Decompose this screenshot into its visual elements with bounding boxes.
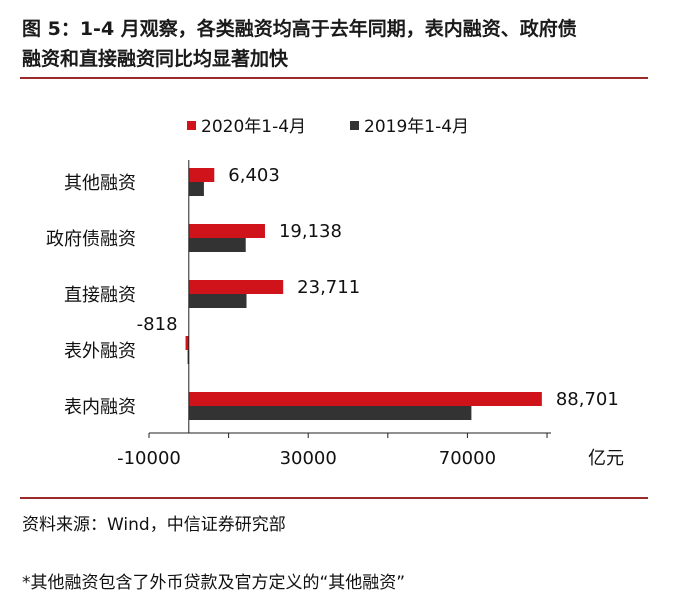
legend-swatch-0 — [187, 121, 196, 130]
bar-1-2 — [188, 294, 247, 308]
legend-swatch-1 — [350, 121, 359, 130]
data-label-4: 88,701 — [556, 389, 619, 410]
category-label-4: 表内融资 — [64, 397, 136, 418]
category-label-0: 其他融资 — [64, 173, 136, 194]
bar-0-1 — [188, 224, 265, 238]
bar-0-0 — [188, 168, 215, 182]
footer-rule — [20, 497, 648, 499]
legend-label-1: 2019年1-4月 — [364, 117, 469, 137]
source-text: 资料来源：Wind，中信证券研究部 — [22, 515, 286, 535]
title-rule — [20, 77, 648, 79]
footnote-text: *其他融资包含了外币贷款及官方定义的“其他融资” — [22, 573, 406, 593]
bar-0-4 — [188, 392, 542, 406]
category-label-3: 表外融资 — [64, 341, 136, 362]
bar-1-4 — [188, 406, 472, 420]
x-tick-label-0: -10000 — [117, 448, 181, 469]
category-label-2: 直接融资 — [64, 285, 136, 306]
data-label-0: 6,403 — [228, 165, 280, 186]
title-line-1: 图 5：1-4 月观察，各类融资均高于去年同期，表内融资、政府债 — [22, 18, 577, 40]
bar-1-1 — [188, 238, 246, 252]
data-label-3: -818 — [137, 314, 178, 335]
x-axis-label: 亿元 — [588, 448, 624, 469]
data-label-1: 19,138 — [279, 221, 342, 242]
bar-1-0 — [188, 182, 204, 196]
data-label-2: 23,711 — [297, 277, 360, 298]
category-label-1: 政府债融资 — [46, 229, 136, 250]
bar-0-2 — [188, 280, 284, 294]
title-line-2: 融资和直接融资同比均显著加快 — [22, 48, 289, 70]
x-tick-label-1: 30000 — [280, 448, 337, 469]
bar-0-3 — [185, 336, 189, 350]
chart-title: 图 5：1-4 月观察，各类融资均高于去年同期，表内融资、政府债 融资和直接融资… — [22, 14, 662, 74]
legend-label-0: 2020年1-4月 — [201, 117, 306, 137]
x-tick-label-2: 70000 — [439, 448, 496, 469]
